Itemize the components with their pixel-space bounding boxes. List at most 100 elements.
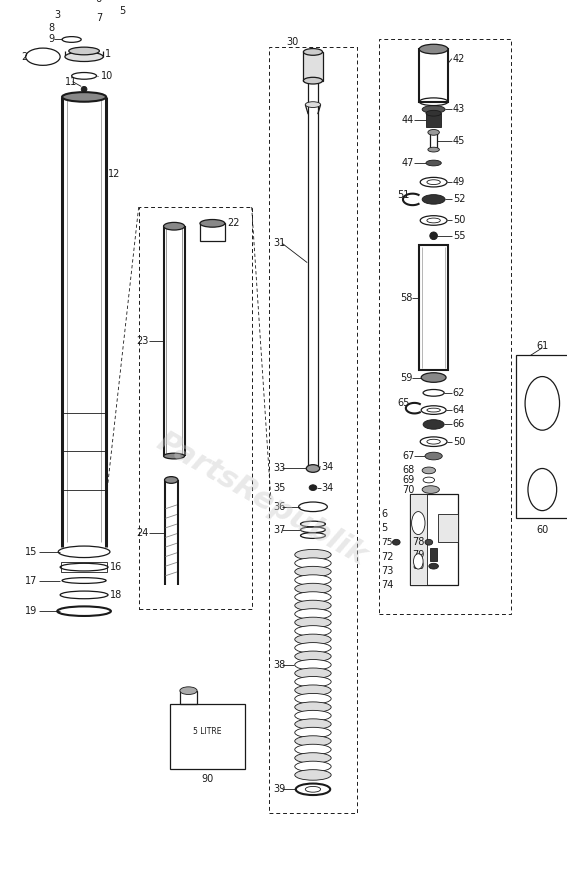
Text: 79: 79: [413, 550, 425, 559]
Ellipse shape: [422, 106, 445, 114]
Text: 19: 19: [25, 607, 37, 616]
Ellipse shape: [62, 92, 106, 101]
Ellipse shape: [295, 745, 331, 755]
Text: 47: 47: [402, 158, 415, 168]
Ellipse shape: [295, 550, 331, 560]
Ellipse shape: [393, 539, 400, 545]
Ellipse shape: [295, 651, 331, 662]
Text: 12: 12: [108, 169, 120, 178]
Ellipse shape: [69, 47, 100, 55]
Ellipse shape: [295, 727, 331, 738]
Text: 11: 11: [65, 77, 77, 87]
Ellipse shape: [200, 219, 225, 227]
Ellipse shape: [295, 761, 331, 772]
Text: PartsRepublik: PartsRepublik: [151, 427, 372, 572]
Text: 73: 73: [381, 566, 393, 576]
Text: 67: 67: [402, 451, 415, 461]
Ellipse shape: [295, 736, 331, 746]
Ellipse shape: [429, 564, 438, 569]
Text: 34: 34: [321, 461, 334, 472]
Text: 39: 39: [274, 784, 286, 794]
Bar: [170, 704, 245, 769]
Ellipse shape: [413, 554, 423, 569]
Bar: [379, 39, 511, 614]
Text: 52: 52: [453, 194, 466, 205]
Text: 70: 70: [402, 484, 415, 495]
Text: 55: 55: [453, 231, 466, 241]
Ellipse shape: [295, 566, 331, 577]
Text: 35: 35: [274, 482, 286, 493]
Text: 5 LITRE: 5 LITRE: [193, 727, 222, 736]
Ellipse shape: [295, 660, 331, 670]
Bar: [419, 246, 448, 370]
Ellipse shape: [295, 575, 331, 586]
Ellipse shape: [295, 608, 331, 620]
Ellipse shape: [309, 485, 317, 490]
Ellipse shape: [295, 617, 331, 628]
Text: 42: 42: [453, 53, 465, 64]
Ellipse shape: [295, 718, 331, 730]
Ellipse shape: [295, 693, 331, 704]
Text: 49: 49: [453, 177, 465, 187]
Ellipse shape: [295, 702, 331, 712]
Ellipse shape: [164, 476, 178, 483]
Text: 7: 7: [97, 13, 103, 24]
Ellipse shape: [65, 52, 103, 61]
Text: 38: 38: [274, 660, 286, 669]
Ellipse shape: [65, 24, 78, 31]
Bar: [269, 47, 357, 813]
Text: 78: 78: [413, 538, 425, 547]
Text: 43: 43: [453, 104, 465, 114]
Ellipse shape: [295, 770, 331, 780]
Ellipse shape: [295, 711, 331, 721]
Text: 50: 50: [453, 216, 465, 225]
Bar: [180, 690, 197, 704]
Text: 30: 30: [286, 38, 298, 47]
Ellipse shape: [422, 486, 439, 494]
Ellipse shape: [295, 676, 331, 687]
Ellipse shape: [164, 222, 185, 230]
Ellipse shape: [422, 467, 435, 474]
Text: 66: 66: [453, 420, 465, 429]
Ellipse shape: [412, 511, 425, 535]
Ellipse shape: [72, 10, 82, 19]
Circle shape: [96, 4, 101, 10]
Ellipse shape: [164, 454, 185, 459]
Ellipse shape: [423, 420, 444, 429]
Ellipse shape: [425, 452, 442, 460]
Text: 58: 58: [400, 293, 412, 303]
Text: 31: 31: [274, 239, 286, 248]
Bar: [430, 548, 438, 561]
Text: 44: 44: [402, 114, 414, 125]
Text: 5: 5: [119, 6, 126, 16]
Ellipse shape: [426, 110, 441, 116]
Text: 3: 3: [54, 10, 60, 19]
Bar: [430, 132, 438, 149]
Bar: [426, 114, 441, 127]
Ellipse shape: [428, 129, 439, 135]
Ellipse shape: [425, 539, 433, 545]
Text: 74: 74: [381, 580, 393, 590]
Text: 65: 65: [397, 399, 409, 408]
Bar: [139, 207, 252, 609]
Text: 16: 16: [110, 562, 122, 572]
Text: 80: 80: [413, 561, 425, 572]
Ellipse shape: [306, 465, 320, 472]
Ellipse shape: [81, 87, 87, 92]
Bar: [419, 49, 448, 101]
Bar: [61, 562, 107, 572]
Ellipse shape: [295, 592, 331, 602]
Ellipse shape: [426, 160, 441, 166]
Text: 23: 23: [136, 336, 148, 346]
Text: 9: 9: [48, 34, 54, 45]
Ellipse shape: [422, 195, 445, 205]
Text: 59: 59: [400, 372, 412, 383]
Ellipse shape: [421, 372, 446, 382]
Ellipse shape: [295, 668, 331, 678]
Ellipse shape: [419, 45, 448, 54]
Ellipse shape: [295, 642, 331, 653]
Text: 5: 5: [381, 523, 387, 533]
Ellipse shape: [295, 685, 331, 696]
Text: 24: 24: [136, 528, 148, 538]
Text: 8: 8: [48, 23, 54, 33]
